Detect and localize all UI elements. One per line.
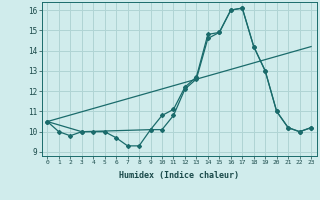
X-axis label: Humidex (Indice chaleur): Humidex (Indice chaleur) [119,171,239,180]
